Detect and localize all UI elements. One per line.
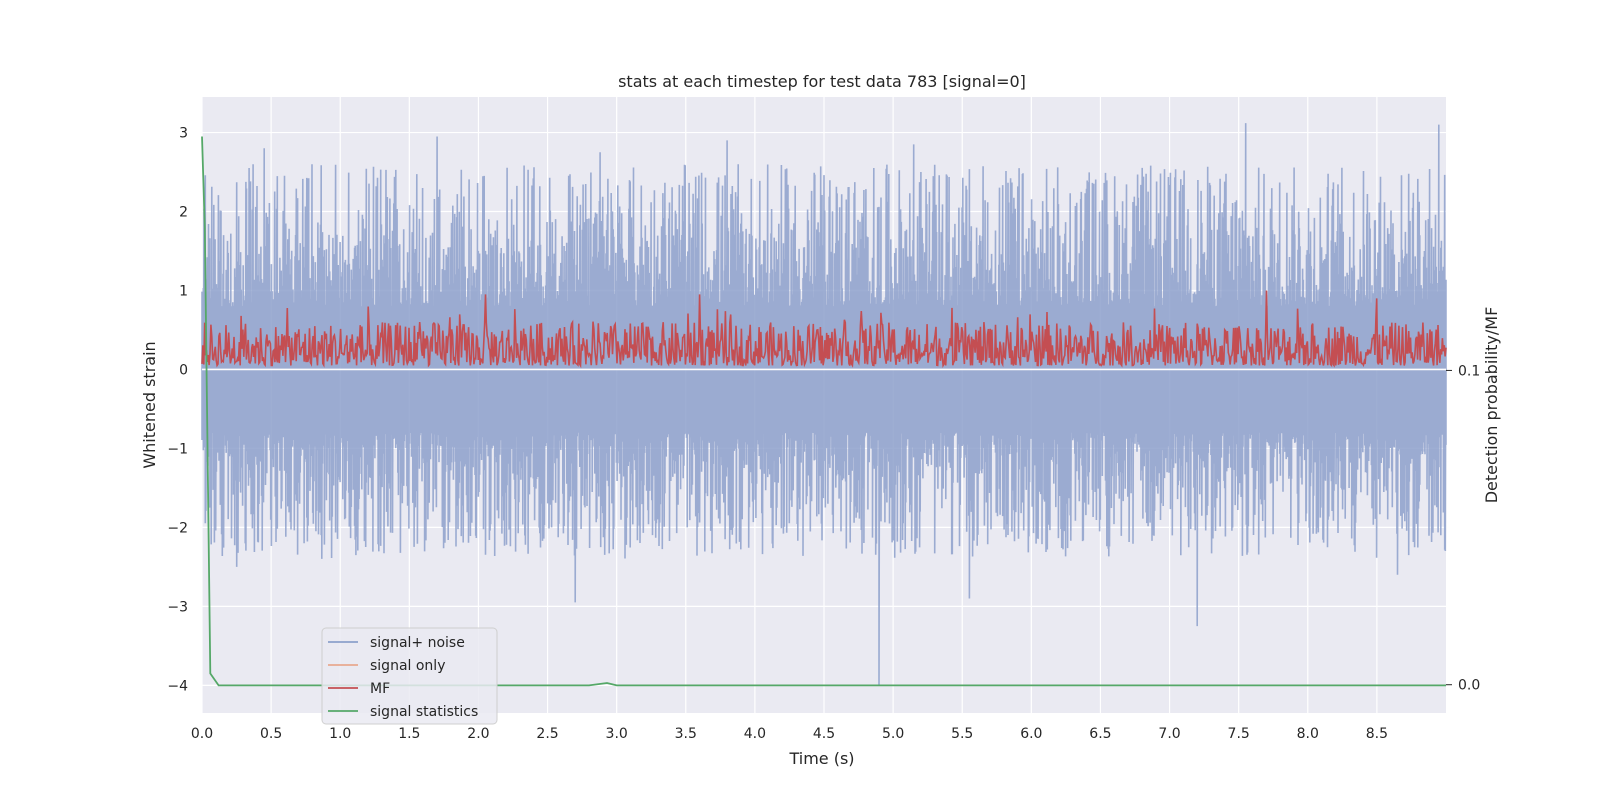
x-tick-label: 6.5 <box>1089 726 1111 742</box>
y-axis-title: Whitened strain <box>140 341 159 468</box>
chart-title: stats at each timestep for test data 783… <box>618 72 1026 91</box>
x-axis-title: Time (s) <box>788 749 854 768</box>
legend-label: signal+ noise <box>370 635 465 651</box>
x-tick-label: 6.0 <box>1020 726 1042 742</box>
y-tick-label: −4 <box>167 678 188 694</box>
x-tick-label: 2.5 <box>536 726 558 742</box>
x-tick-label: 0.5 <box>260 726 282 742</box>
y-tick-label: 1 <box>179 283 188 299</box>
x-tick-label: 4.0 <box>744 726 766 742</box>
x-tick-label: 8.0 <box>1297 726 1319 742</box>
mf-series <box>201 290 1447 369</box>
x-tick-label: 4.5 <box>813 726 835 742</box>
signal-noise-line <box>201 123 1447 686</box>
y-tick-label: 3 <box>179 126 188 142</box>
legend: signal+ noise signal only MF signal statist… <box>321 627 498 725</box>
x-tick-label: 0.0 <box>191 726 213 742</box>
y-tick-label: −2 <box>167 520 188 536</box>
y-tick-label: 2 <box>179 205 188 221</box>
right-y-tick-label: 0.1 <box>1458 363 1480 379</box>
x-axis: 0.0 0.5 1.0 1.5 2.0 2.5 3.0 3.5 4.0 4.5 5.0 5.5 6.0 6… <box>191 726 1388 742</box>
y-tick-label: −1 <box>167 441 188 457</box>
x-tick-label: 7.0 <box>1158 726 1180 742</box>
legend-box <box>321 627 498 725</box>
y-tick-label: 0 <box>179 362 188 378</box>
x-tick-label: 3.0 <box>606 726 628 742</box>
y-axis: 3 2 1 0 −1 −2 −3 −4 <box>167 126 188 695</box>
right-y-axis-title: Detection probability/MF <box>1482 307 1501 504</box>
x-tick-label: 2.0 <box>467 726 489 742</box>
x-tick-label: 5.5 <box>951 726 973 742</box>
legend-label: signal statistics <box>370 704 478 720</box>
legend-label: signal only <box>370 658 445 674</box>
y-tick-label: −3 <box>167 599 188 615</box>
x-tick-label: 8.5 <box>1366 726 1388 742</box>
x-tick-label: 5.0 <box>882 726 904 742</box>
mf-line <box>201 290 1447 369</box>
signal-noise-series <box>201 123 1447 686</box>
right-y-axis: 0.1 0.0 <box>1446 363 1480 694</box>
x-tick-label: 7.5 <box>1228 726 1250 742</box>
right-y-tick-label: 0.0 <box>1458 678 1480 694</box>
x-tick-label: 3.5 <box>675 726 697 742</box>
legend-label: MF <box>370 681 390 697</box>
x-tick-label: 1.5 <box>398 726 420 742</box>
x-tick-label: 1.0 <box>329 726 351 742</box>
